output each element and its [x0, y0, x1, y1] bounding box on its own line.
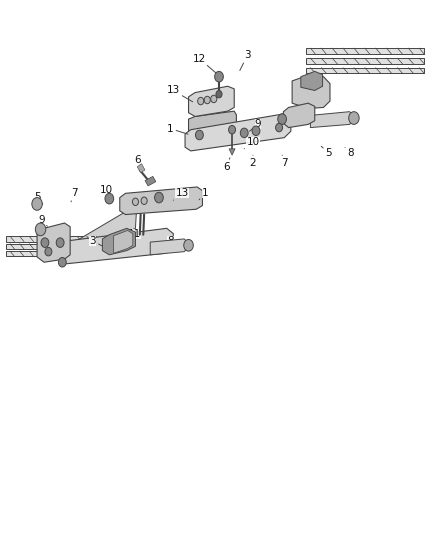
Polygon shape	[283, 103, 315, 127]
Circle shape	[216, 91, 222, 98]
Polygon shape	[6, 244, 113, 249]
Polygon shape	[185, 114, 291, 151]
Polygon shape	[311, 112, 353, 127]
Text: 2: 2	[250, 155, 256, 168]
Text: 5: 5	[321, 147, 332, 158]
Polygon shape	[6, 251, 113, 256]
Text: 12: 12	[193, 54, 217, 74]
Circle shape	[211, 95, 217, 103]
Polygon shape	[306, 68, 424, 74]
Text: 9: 9	[38, 215, 47, 227]
Circle shape	[278, 114, 286, 124]
Polygon shape	[145, 176, 156, 186]
Circle shape	[240, 128, 248, 138]
Circle shape	[198, 98, 204, 105]
Polygon shape	[301, 71, 322, 91]
Text: 9: 9	[250, 119, 261, 131]
Circle shape	[229, 125, 236, 134]
Text: 7: 7	[281, 155, 288, 168]
Polygon shape	[292, 75, 330, 109]
Polygon shape	[308, 81, 321, 85]
Polygon shape	[6, 236, 113, 241]
Circle shape	[58, 257, 66, 267]
Polygon shape	[60, 228, 173, 264]
Text: 10: 10	[244, 137, 259, 149]
Text: 3: 3	[89, 236, 106, 248]
Polygon shape	[37, 223, 70, 262]
Text: 1: 1	[199, 188, 208, 200]
Circle shape	[155, 192, 163, 203]
Text: 13: 13	[167, 85, 193, 102]
Circle shape	[349, 112, 359, 124]
Text: 6: 6	[223, 158, 230, 172]
Polygon shape	[229, 149, 235, 155]
Circle shape	[141, 197, 147, 205]
Circle shape	[276, 123, 283, 132]
Circle shape	[252, 126, 260, 135]
Circle shape	[105, 193, 114, 204]
Polygon shape	[188, 111, 237, 139]
Text: 8: 8	[345, 148, 354, 158]
Text: 1: 1	[167, 124, 188, 134]
Text: 6: 6	[134, 156, 141, 170]
Polygon shape	[114, 230, 133, 253]
Circle shape	[45, 247, 52, 256]
Polygon shape	[69, 209, 136, 251]
Circle shape	[204, 96, 210, 104]
Circle shape	[195, 130, 203, 140]
Text: 7: 7	[71, 188, 78, 202]
Circle shape	[132, 198, 138, 206]
Circle shape	[215, 71, 223, 82]
Circle shape	[56, 238, 64, 247]
Polygon shape	[102, 228, 135, 255]
Circle shape	[41, 238, 49, 247]
Text: 13: 13	[173, 188, 189, 200]
Polygon shape	[150, 239, 187, 255]
Circle shape	[184, 239, 193, 251]
Polygon shape	[306, 58, 424, 64]
Text: 3: 3	[240, 51, 251, 70]
Text: 5: 5	[34, 191, 43, 204]
Polygon shape	[188, 86, 234, 116]
Polygon shape	[120, 187, 202, 215]
Polygon shape	[137, 164, 145, 173]
Text: 10: 10	[100, 184, 113, 198]
Circle shape	[35, 223, 46, 236]
Polygon shape	[306, 48, 424, 54]
Text: 11: 11	[127, 229, 141, 241]
Circle shape	[32, 198, 42, 211]
Text: 8: 8	[164, 236, 173, 246]
